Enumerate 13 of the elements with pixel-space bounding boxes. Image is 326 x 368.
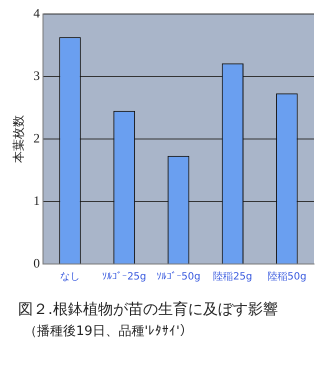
y-tick-label: 2 <box>33 130 40 146</box>
x-tick-label: なし <box>60 272 80 283</box>
y-tick-label: 4 <box>33 5 40 20</box>
y-tick-label: 1 <box>33 192 40 208</box>
text: 図２.根鉢植物が苗の生育に及ぼす影響 <box>18 300 278 319</box>
x-tick-label: 陸稲50g <box>267 270 306 283</box>
x-tick-label: ｿﾙｺﾞｰ50g <box>156 270 200 283</box>
text: （播種後19日、品種'ﾚﾀｻｲ'） <box>24 323 194 340</box>
x-tick-label: 陸稲25g <box>213 270 252 283</box>
y-tick-label: 3 <box>33 68 40 83</box>
y-tick-label: 0 <box>33 255 40 270</box>
y-axis-title: 本葉枚数 <box>11 115 26 163</box>
x-tick-label: ｿﾙｺﾞｰ25g <box>102 270 146 283</box>
